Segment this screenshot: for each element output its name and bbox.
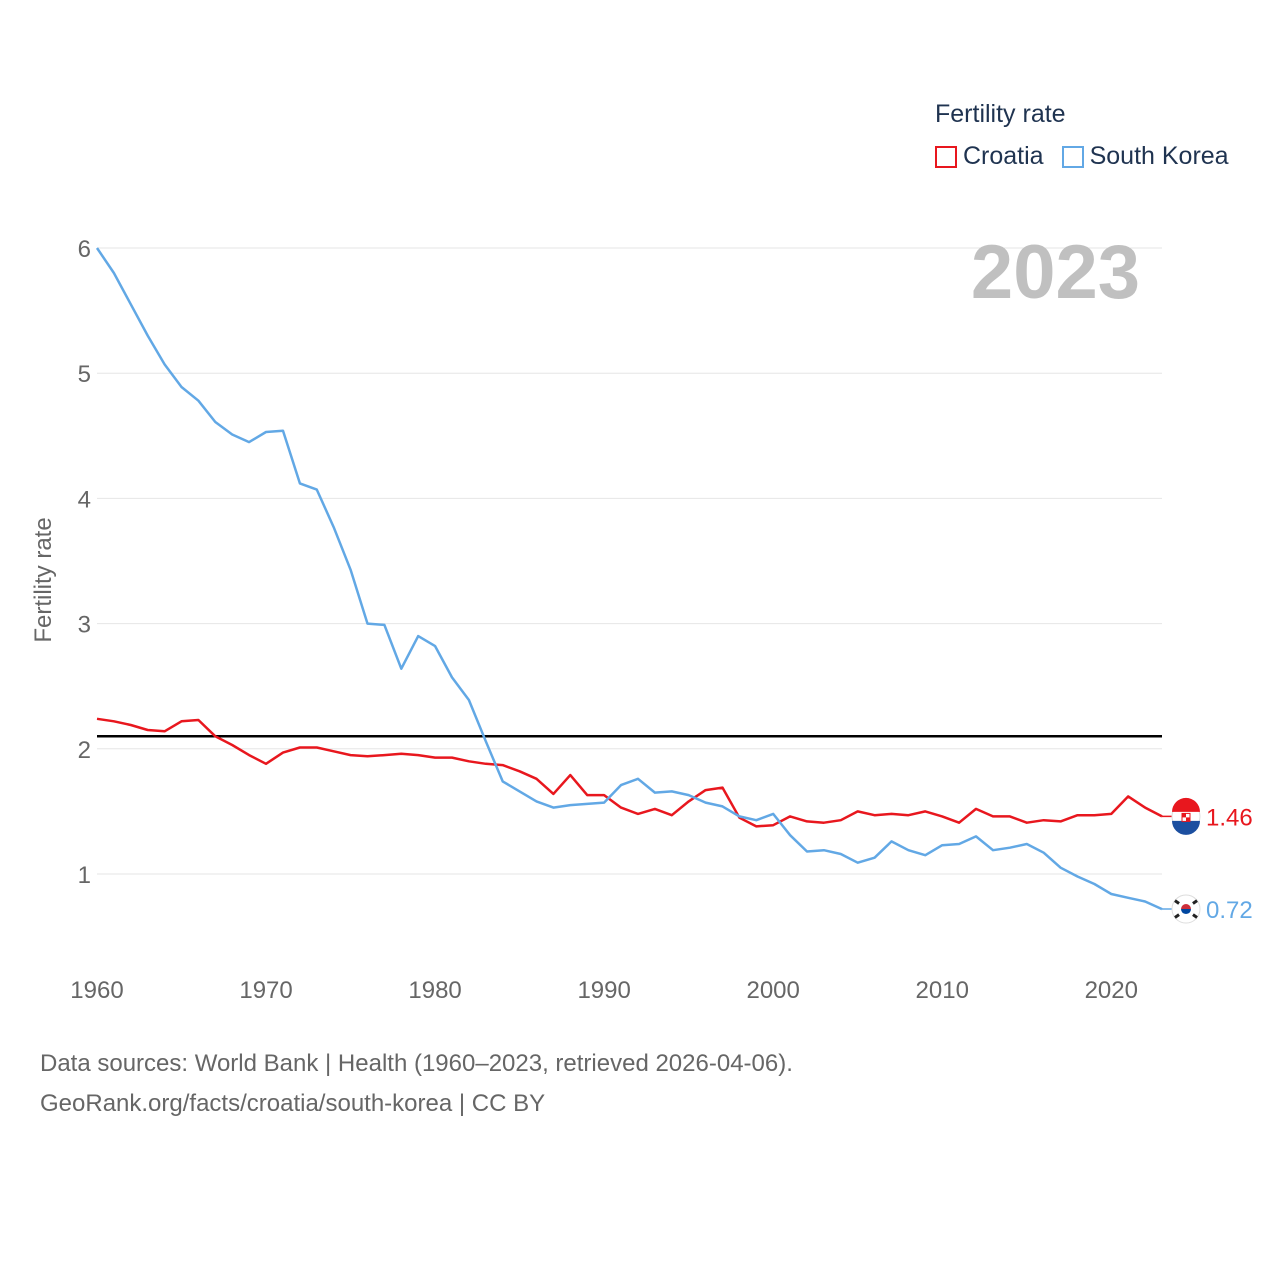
legend-label-croatia: Croatia [963, 142, 1044, 170]
y-tick-label: 2 [78, 737, 91, 764]
x-tick-label: 2020 [1085, 977, 1138, 1004]
series-lines [95, 247, 1163, 911]
legend-swatch-south-korea [1061, 145, 1084, 168]
series-line-croatia[interactable] [96, 717, 1163, 828]
legend-item-south-korea[interactable]: South Korea [1061, 142, 1229, 171]
y-tick-label: 4 [78, 486, 91, 513]
y-axis-label: Fertility rate [30, 517, 57, 642]
x-tick-label: 2010 [916, 977, 969, 1004]
x-tick-label: 1960 [70, 977, 123, 1004]
source-line-2: GeoRank.org/facts/croatia/south-korea | … [40, 1090, 546, 1117]
legend-item-croatia[interactable]: Croatia [935, 142, 1044, 171]
legend-label-south-korea: South Korea [1089, 142, 1229, 170]
y-tick-label: 3 [78, 612, 91, 639]
legend-title: Fertility rate [935, 100, 1066, 128]
y-tick-label: 5 [78, 361, 91, 388]
legend-swatch-croatia [935, 145, 957, 168]
x-tick-label: 1980 [408, 977, 461, 1004]
x-tick-label: 1970 [239, 977, 292, 1004]
flag-icon-croatia [1171, 797, 1201, 835]
source-line-1: Data sources: World Bank | Health (1960–… [40, 1050, 793, 1077]
series-line-south-korea[interactable] [95, 247, 1163, 911]
y-axis-ticks: 1 2 3 4 5 6 [78, 236, 91, 889]
legend: Croatia South Korea [935, 142, 1229, 171]
x-tick-label: 1990 [577, 977, 630, 1004]
y-tick-label: 1 [78, 862, 91, 889]
source-note: Data sources: World Bank | Health (1960–… [40, 1044, 793, 1124]
x-axis-ticks: 1960 1970 1980 1990 2000 2010 2020 [70, 977, 1138, 1004]
end-markers: 1.46 0.72 [1162, 797, 1253, 924]
flag-icon-south-korea [1171, 894, 1201, 924]
year-label: 2023 [971, 230, 1140, 315]
y-tick-label: 6 [78, 236, 91, 263]
end-label-south-korea: 0.72 [1206, 897, 1253, 924]
x-tick-label: 2000 [746, 977, 799, 1004]
end-label-croatia: 1.46 [1206, 804, 1253, 831]
gridlines [97, 247, 1162, 875]
